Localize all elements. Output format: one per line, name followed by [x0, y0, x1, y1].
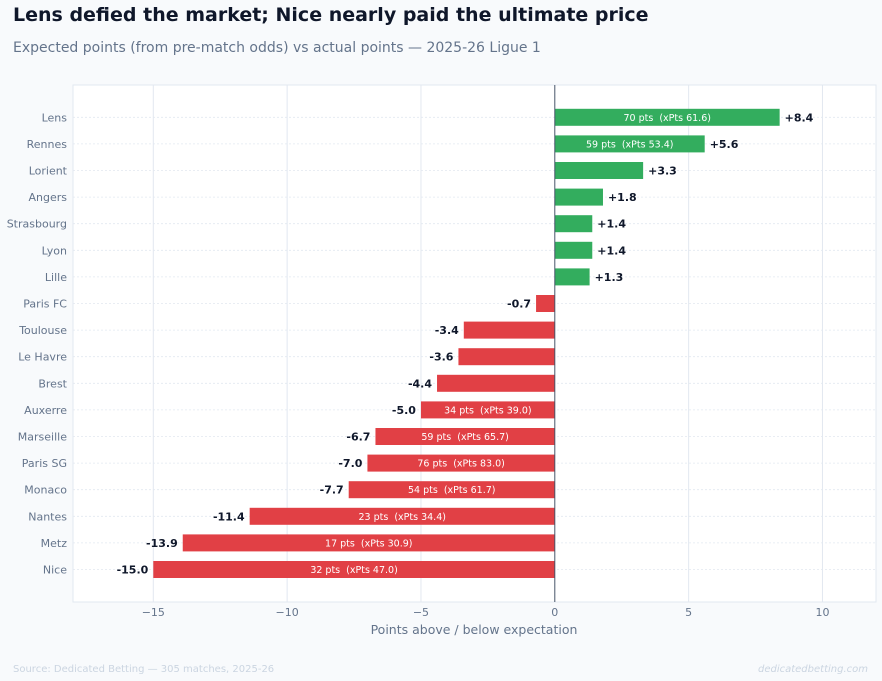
- data-label: +8.4: [785, 111, 814, 124]
- bar-annotation: 32 pts (xPts 47.0): [310, 565, 397, 576]
- bar-annotation: 76 pts (xPts 83.0): [417, 459, 504, 470]
- data-label: -6.7: [346, 431, 370, 444]
- x-tick-label: −10: [276, 606, 299, 619]
- y-tick-label: Paris FC: [23, 298, 67, 311]
- y-tick-label: Brest: [38, 377, 67, 390]
- y-tick-label: Monaco: [24, 484, 67, 497]
- x-tick-label: 0: [551, 606, 558, 619]
- bar-annotation: 59 pts (xPts 53.4): [586, 139, 673, 150]
- bar-annotation: 70 pts (xPts 61.6): [623, 113, 710, 124]
- x-tick-label: 5: [685, 606, 692, 619]
- y-tick-label: Toulouse: [18, 324, 67, 337]
- x-tick-label: 10: [815, 606, 829, 619]
- labels: −15 −10 −5 0 5 10 Lens +8.4 70 pts (xPts 61.6) Re…: [7, 111, 830, 619]
- data-label: +5.6: [710, 138, 739, 151]
- bar: [554, 108, 780, 126]
- bar: [554, 215, 593, 233]
- data-label: -7.0: [338, 457, 362, 470]
- bars: [153, 108, 780, 578]
- x-tick-label: −5: [413, 606, 429, 619]
- bar: [554, 241, 593, 259]
- data-label: +1.4: [597, 218, 626, 231]
- bar: [458, 348, 555, 366]
- brand-watermark: dedicatedbetting.com: [757, 664, 868, 675]
- bar-chart: −15 −10 −5 0 5 10 Lens +8.4 70 pts (xPts 61.6) Re…: [7, 84, 877, 637]
- data-label: -11.4: [213, 510, 245, 523]
- source-note: Source: Dedicated Betting — 305 matches,…: [13, 664, 275, 675]
- bar: [554, 268, 590, 286]
- bar-annotation: 34 pts (xPts 39.0): [444, 405, 531, 416]
- bar-annotation: 23 pts (xPts 34.4): [358, 512, 445, 523]
- data-label: +1.8: [608, 191, 637, 204]
- y-tick-label: Nice: [43, 564, 67, 577]
- y-tick-label: Lille: [45, 271, 67, 284]
- data-label: -3.6: [429, 351, 453, 364]
- y-tick-label: Nantes: [28, 510, 67, 523]
- bar: [463, 321, 555, 339]
- bar: [420, 401, 555, 419]
- y-tick-label: Angers: [29, 191, 68, 204]
- chart-subtitle: Expected points (from pre-match odds) vs…: [13, 40, 541, 56]
- bar: [375, 428, 555, 445]
- bar: [367, 454, 555, 472]
- bar: [554, 188, 603, 206]
- bar: [554, 135, 705, 153]
- data-label: +1.4: [597, 244, 626, 257]
- y-tick-label: Strasbourg: [7, 218, 67, 231]
- data-label: -15.0: [117, 564, 149, 577]
- y-tick-label: Metz: [41, 537, 68, 550]
- data-label: +1.3: [595, 271, 624, 284]
- y-tick-label: Paris SG: [22, 457, 67, 470]
- y-tick-label: Rennes: [27, 138, 68, 151]
- bar: [536, 295, 555, 312]
- data-label: -13.9: [146, 537, 178, 550]
- bar: [348, 481, 555, 499]
- y-tick-label: Marseille: [18, 431, 67, 444]
- data-label: -4.4: [408, 377, 432, 390]
- data-label: -3.4: [435, 324, 459, 337]
- y-tick-label: Auxerre: [24, 404, 67, 417]
- y-tick-label: Lens: [42, 111, 68, 124]
- bar-annotation: 17 pts (xPts 30.9): [325, 538, 412, 549]
- y-tick-label: Le Havre: [18, 351, 67, 364]
- chart-title: Lens defied the market; Nice nearly paid…: [13, 4, 649, 26]
- data-label: +3.3: [648, 165, 677, 178]
- bar: [182, 534, 555, 552]
- y-tick-label: Lorient: [29, 165, 68, 178]
- bar: [437, 374, 555, 392]
- x-axis-label: Points above / below expectation: [371, 622, 578, 637]
- data-label: -7.7: [320, 484, 344, 497]
- bar: [249, 507, 555, 525]
- bar-annotation: 59 pts (xPts 65.7): [421, 432, 508, 443]
- bar-annotation: 54 pts (xPts 61.7): [408, 485, 495, 496]
- x-tick-label: −15: [142, 606, 165, 619]
- data-label: -5.0: [392, 404, 416, 417]
- bar: [554, 162, 644, 179]
- y-tick-label: Lyon: [42, 244, 67, 257]
- data-label: -0.7: [507, 298, 531, 311]
- bar: [153, 561, 555, 578]
